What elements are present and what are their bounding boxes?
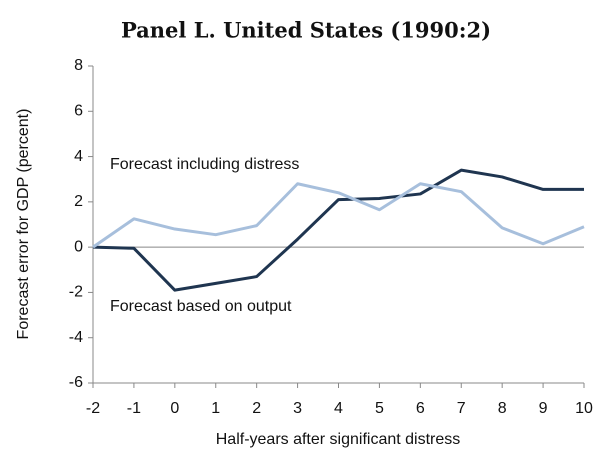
series-annotation: Forecast including distress bbox=[110, 156, 299, 173]
x-tick-label: -1 bbox=[127, 400, 141, 417]
y-tick-label: -2 bbox=[69, 284, 83, 301]
y-tick-label: 6 bbox=[74, 103, 83, 120]
x-tick-label: 4 bbox=[334, 400, 343, 417]
x-tick-label: 5 bbox=[375, 400, 384, 417]
y-tick-label: 0 bbox=[74, 238, 83, 255]
x-tick-label: -2 bbox=[86, 400, 100, 417]
x-tick-label: 9 bbox=[539, 400, 548, 417]
y-tick-label: -4 bbox=[69, 329, 83, 346]
x-tick-label: 8 bbox=[498, 400, 507, 417]
y-axis-label: Forecast error for GDP (percent) bbox=[15, 109, 32, 340]
y-tick-label: -6 bbox=[69, 374, 83, 391]
y-tick-label: 4 bbox=[74, 148, 83, 165]
x-axis-label: Half-years after significant distress bbox=[216, 431, 461, 448]
series-annotation: Forecast based on output bbox=[110, 298, 292, 315]
series-line bbox=[92, 168, 584, 292]
y-tick-label: 2 bbox=[74, 193, 83, 210]
x-tick-label: 6 bbox=[416, 400, 425, 417]
y-tick-label: 8 bbox=[74, 57, 83, 74]
x-tick-label: 3 bbox=[293, 400, 302, 417]
chart-title: Panel L. United States (1990:2) bbox=[121, 18, 491, 43]
x-tick-label: 7 bbox=[457, 400, 466, 417]
series-line bbox=[92, 182, 585, 249]
x-tick-label: 1 bbox=[211, 400, 220, 417]
x-tick-label: 10 bbox=[575, 400, 593, 417]
x-tick-label: 0 bbox=[170, 400, 179, 417]
x-tick-label: 2 bbox=[252, 400, 261, 417]
